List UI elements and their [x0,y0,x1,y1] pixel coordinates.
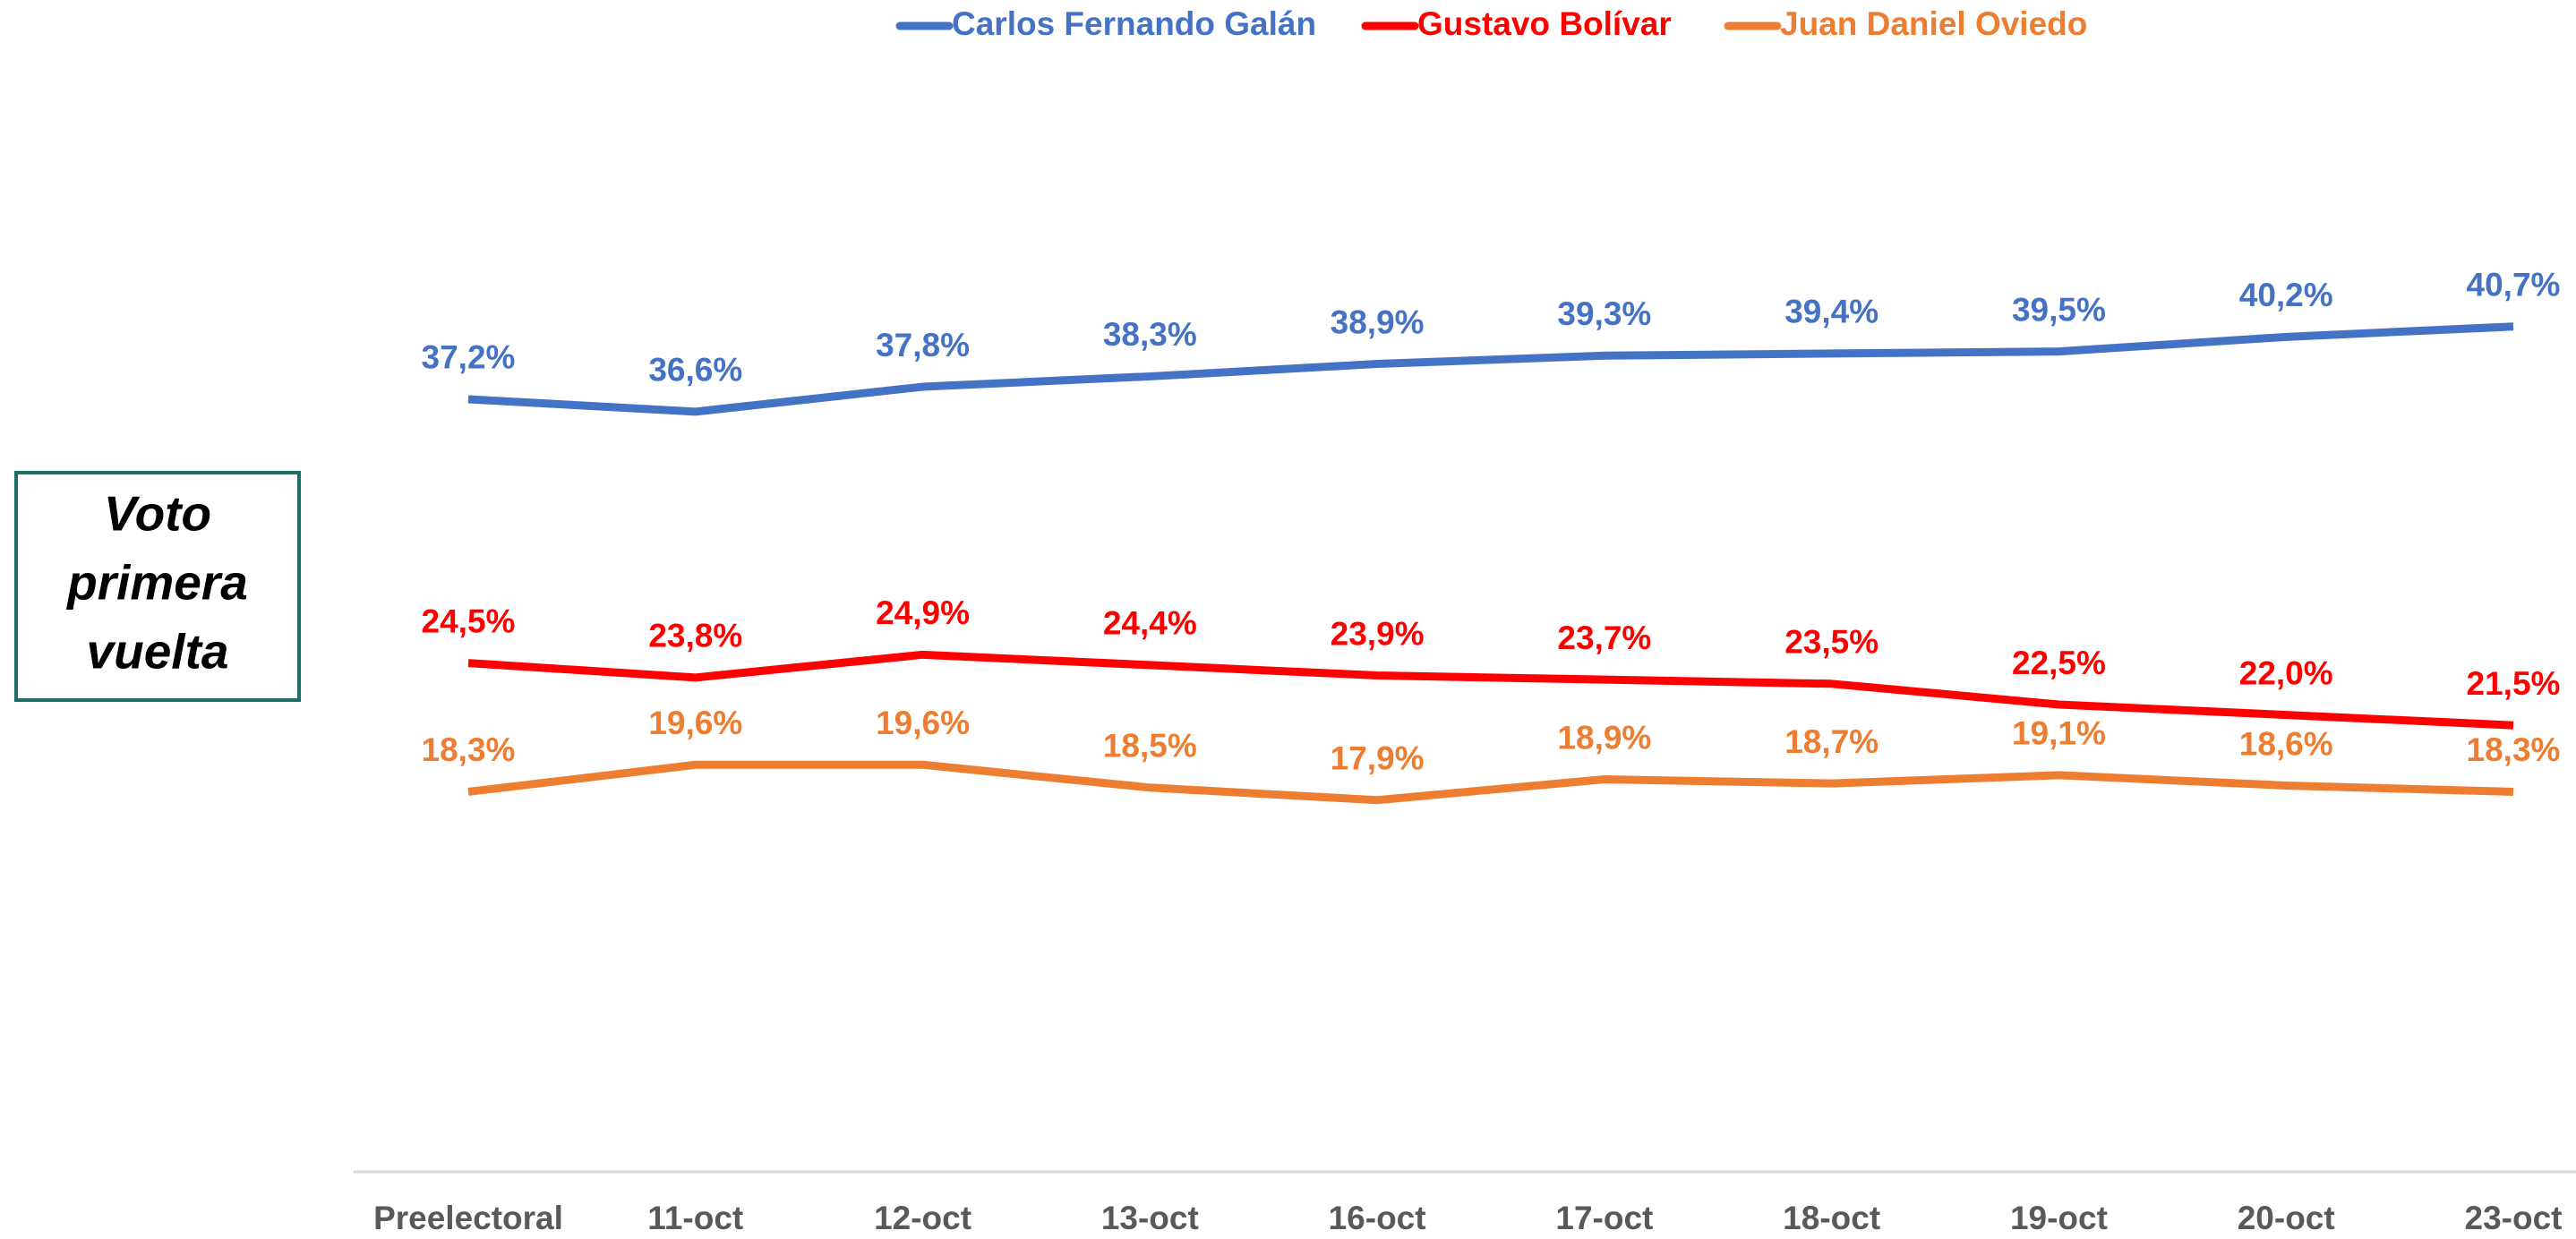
legend-label: Juan Daniel Oviedo [1780,5,2087,42]
data-label: 24,5% [422,602,516,639]
legend-label: Carlos Fernando Galán [952,5,1316,42]
x-tick-label: 16-oct [1329,1200,1426,1236]
legend-label: Gustavo Bolívar [1417,5,1672,42]
x-tick-label: 13-oct [1101,1200,1199,1236]
data-label: 39,3% [1557,295,1651,332]
data-label: 19,1% [2012,715,2106,752]
data-label: 38,9% [1331,303,1425,340]
x-tick-label: 19-oct [2010,1200,2108,1236]
x-tick-label: Preelectoral [373,1200,563,1236]
data-label: 23,5% [1784,624,1879,661]
data-label: 22,0% [2239,654,2333,691]
annotation-text: Voto [104,486,211,542]
data-label: 19,6% [648,705,742,741]
x-tick-label: 12-oct [874,1200,971,1236]
data-label: 37,2% [422,339,516,376]
data-label: 40,7% [2467,267,2561,303]
data-label: 39,5% [2012,291,2106,328]
x-tick-label: 18-oct [1783,1200,1880,1236]
data-label: 18,3% [2467,731,2561,768]
data-label: 22,5% [2012,645,2106,681]
x-tick-label: 11-oct [647,1200,743,1236]
annotation-text: primera [65,555,248,611]
series-line [467,322,2514,416]
series-line [467,760,2514,805]
x-tick-label: 17-oct [1555,1200,1653,1236]
x-tick-label: 20-oct [2238,1200,2335,1236]
data-label: 21,5% [2467,665,2561,702]
annotation-text: vuelta [87,624,229,679]
data-label: 17,9% [1331,740,1425,777]
data-label: 19,6% [876,705,970,741]
data-label: 24,4% [1103,605,1197,642]
data-label: 18,6% [2239,725,2333,762]
data-label: 36,6% [648,352,742,389]
data-label: 39,4% [1784,294,1879,330]
data-label: 23,8% [648,618,742,654]
data-label: 37,8% [876,327,970,363]
series-line [467,650,2514,730]
data-label: 38,3% [1103,316,1197,353]
data-label: 18,9% [1557,719,1651,756]
data-label: 23,9% [1331,615,1425,652]
annotation-box [14,471,301,702]
data-label: 18,5% [1103,728,1197,765]
data-label: 24,9% [876,594,970,631]
data-label: 23,7% [1557,620,1651,656]
data-label: 18,7% [1784,723,1879,760]
data-label: 40,2% [2239,277,2333,313]
x-tick-label: 23-oct [2465,1200,2563,1236]
data-label: 18,3% [422,731,516,768]
